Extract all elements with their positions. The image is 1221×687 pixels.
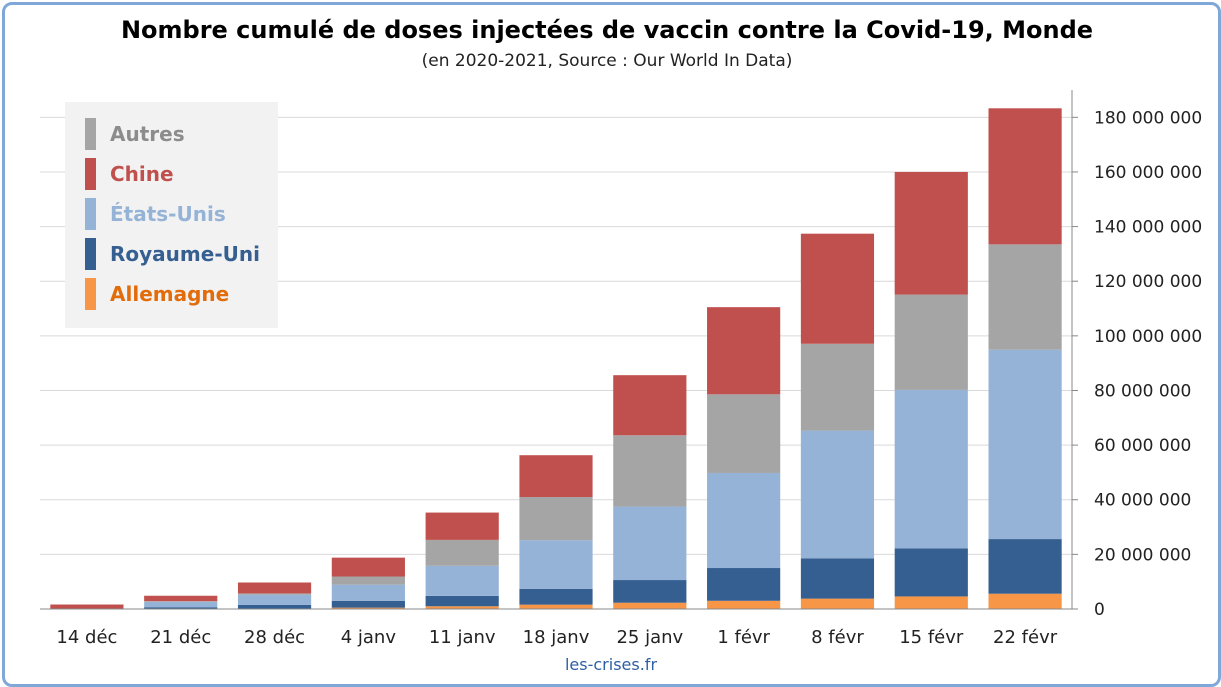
bar-segment <box>331 600 405 608</box>
legend-swatch <box>85 118 96 150</box>
x-tick-label: 18 janv <box>523 627 590 648</box>
y-tick-label: 120 000 000 <box>1094 272 1202 292</box>
bar-segment <box>237 594 312 605</box>
bar-segment <box>331 584 405 601</box>
bar-segment <box>425 539 499 566</box>
legend-label: Autres <box>110 122 185 146</box>
y-tick-label: 0 <box>1094 600 1105 620</box>
bar-segment <box>237 582 312 594</box>
bar-segment <box>988 349 1062 540</box>
bar-segment <box>800 233 875 344</box>
bar-segment <box>800 343 875 431</box>
bar-segment <box>144 595 218 602</box>
x-tick-label: 4 janv <box>341 627 397 648</box>
bar-segment <box>707 394 781 473</box>
bar-segment <box>425 606 499 609</box>
x-axis: 14 déc 21 déc 28 déc 4 janv 11 janv 18 janv 25… <box>40 608 1072 648</box>
bar-segment <box>144 601 218 602</box>
x-tick-label: 22 févr <box>993 627 1058 648</box>
x-tick-label: 25 janv <box>616 627 683 648</box>
bar-segment <box>519 540 593 589</box>
bar-segment <box>519 497 593 541</box>
y-tick-label: 80 000 000 <box>1094 381 1191 401</box>
x-tick-label: 14 déc <box>56 627 117 648</box>
legend-label: Chine <box>110 162 174 186</box>
x-tick-label: 28 déc <box>244 627 305 648</box>
bar-segment <box>800 430 875 559</box>
y-tick-label: 180 000 000 <box>1094 108 1202 128</box>
bar-segment <box>613 506 687 581</box>
y-tick-label: 40 000 000 <box>1094 491 1191 511</box>
bar-segment <box>331 557 405 577</box>
y-tick-label: 140 000 000 <box>1094 218 1202 238</box>
legend-swatch <box>85 158 96 190</box>
bar-segment <box>331 607 405 609</box>
bar-segment <box>613 580 687 603</box>
legend-swatch <box>85 238 96 270</box>
legend-label: États-Unis <box>110 202 226 226</box>
x-tick-label: 1 févr <box>717 627 770 648</box>
y-tick-label: 160 000 000 <box>1094 163 1202 183</box>
bar-segment <box>707 307 781 395</box>
bar-segment <box>894 171 968 295</box>
bar-segment <box>707 568 781 601</box>
x-tick-label: 21 déc <box>150 627 211 648</box>
bar-segment <box>519 588 593 605</box>
chart-title: Nombre cumulé de doses injectées de vacc… <box>121 16 1093 44</box>
bar-segment <box>237 593 312 595</box>
chart-subtitle: (en 2020-2021, Source : Our World In Dat… <box>422 51 793 71</box>
bar-segment <box>894 389 968 549</box>
legend-swatch <box>85 198 96 230</box>
bar-segment <box>800 598 875 609</box>
bar-segment <box>894 596 968 609</box>
legend-label: Allemagne <box>110 282 229 306</box>
bar-segment <box>800 558 875 599</box>
bar-segment <box>613 435 687 507</box>
bar-segment <box>425 512 499 540</box>
bar-segment <box>519 455 593 498</box>
credit-text: les-crises.fr <box>565 655 657 674</box>
bar-segment <box>707 472 781 569</box>
legend-label: Royaume-Uni <box>110 242 260 266</box>
x-tick-label: 15 févr <box>899 627 964 648</box>
y-axis: 0 20 000 000 40 000 000 60 000 000 80 000 00… <box>1071 90 1202 620</box>
bar-segment <box>519 604 593 609</box>
x-tick-label: 8 févr <box>811 627 864 648</box>
y-tick-label: 20 000 000 <box>1094 545 1191 565</box>
x-tick-label: 11 janv <box>429 627 496 648</box>
bar-segment <box>144 607 218 609</box>
bars-group <box>50 108 1062 609</box>
y-tick-label: 60 000 000 <box>1094 436 1191 456</box>
bar-segment <box>331 576 405 585</box>
bar-segment <box>988 108 1062 245</box>
bar-segment <box>988 244 1062 350</box>
bar-segment <box>425 565 499 596</box>
legend: Autres Chine États-Unis Royaume-Uni Allemagn… <box>65 102 278 328</box>
bar-segment <box>50 604 124 609</box>
legend-swatch <box>85 278 96 310</box>
bar-segment <box>988 593 1062 609</box>
bar-segment <box>425 595 499 607</box>
bar-segment <box>894 548 968 597</box>
bar-segment <box>144 601 218 608</box>
bar-segment <box>707 600 781 609</box>
bar-segment <box>988 539 1062 594</box>
bar-segment <box>613 375 687 436</box>
bar-segment <box>613 602 687 609</box>
bar-segment <box>237 604 312 609</box>
bar-segment <box>894 294 968 390</box>
legend-background <box>65 102 278 328</box>
y-tick-label: 100 000 000 <box>1094 327 1202 347</box>
